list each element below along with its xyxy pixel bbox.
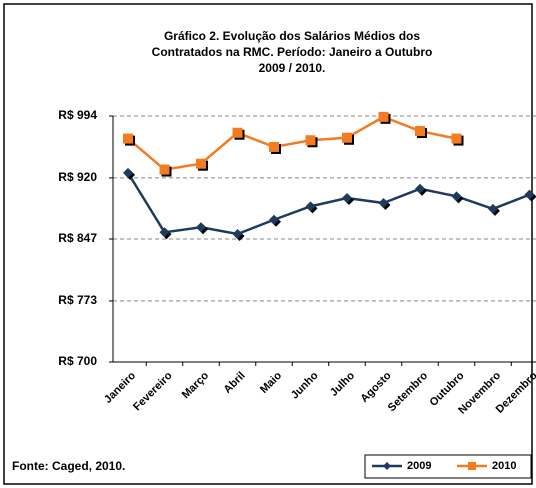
legend-marker	[383, 462, 391, 470]
data-point	[123, 133, 133, 144]
data-point	[305, 201, 316, 212]
data-point	[269, 141, 279, 152]
y-tick-label: R$ 773	[58, 293, 97, 307]
source-note: Fonte: Caged, 2010.	[12, 459, 125, 473]
data-point	[269, 214, 279, 225]
data-point	[196, 158, 206, 169]
data-point	[196, 222, 206, 233]
chart-title: Contratados na RMC. Período: Janeiro a O…	[152, 45, 433, 59]
data-point	[159, 227, 170, 238]
data-point	[415, 183, 425, 194]
data-point	[232, 127, 243, 138]
legend-label: 2010	[492, 460, 516, 472]
data-point	[378, 198, 389, 209]
data-point	[159, 164, 170, 175]
chart-title: 2009 / 2010.	[259, 61, 326, 75]
y-tick-label: R$ 994	[58, 108, 97, 122]
y-tick-label: R$ 847	[58, 231, 97, 245]
series-line	[127, 115, 457, 171]
data-point	[342, 132, 352, 143]
data-point	[342, 193, 352, 203]
chart-title: Gráfico 2. Evolução dos Salários Médios …	[164, 29, 420, 43]
data-point	[415, 126, 425, 137]
legend-label: 2009	[407, 460, 431, 472]
frame	[3, 3, 533, 485]
data-point	[305, 135, 316, 146]
data-point	[451, 191, 462, 202]
data-point	[232, 228, 243, 239]
data-point	[488, 203, 498, 214]
data-point	[123, 167, 133, 178]
data-point	[451, 133, 462, 144]
data-point	[378, 111, 389, 122]
y-tick-label: R$ 920	[58, 170, 97, 184]
legend-box	[364, 454, 532, 479]
data-point	[524, 189, 535, 200]
legend-marker	[468, 462, 476, 470]
y-tick-label: R$ 700	[58, 354, 97, 368]
